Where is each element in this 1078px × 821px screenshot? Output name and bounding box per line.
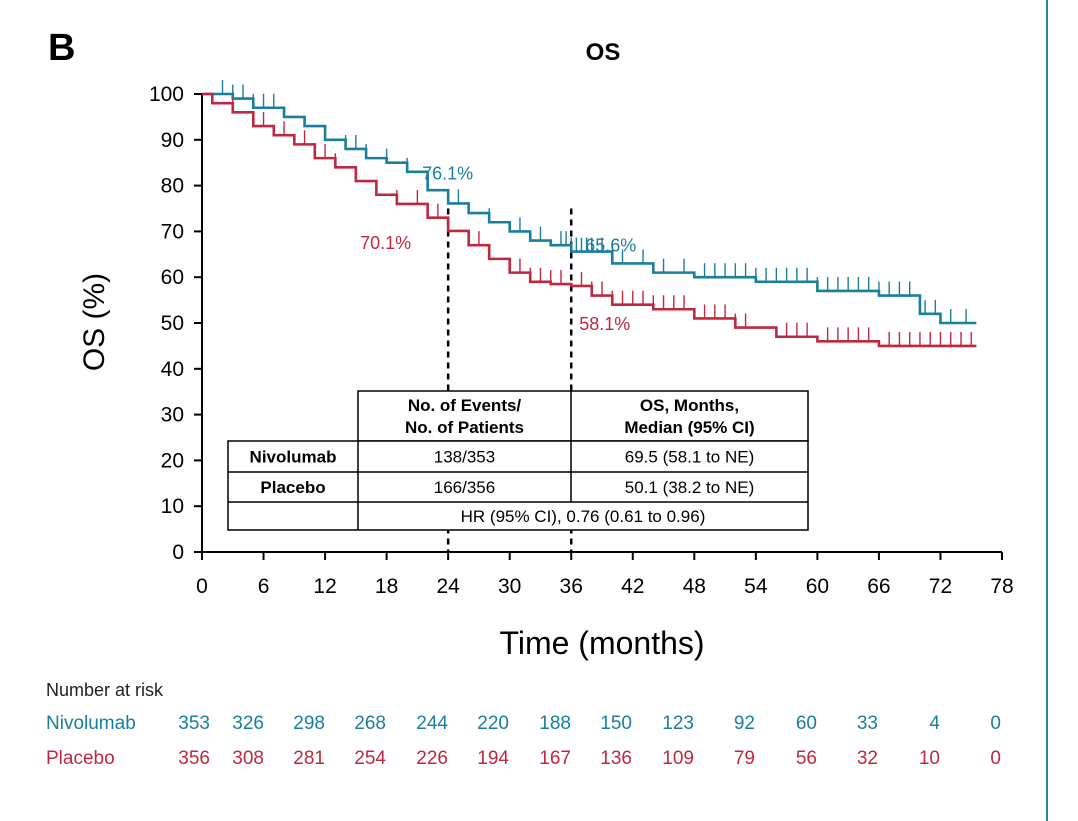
table-cell-median: 69.5 (58.1 to NE) (625, 448, 754, 467)
risk-row-name: Placebo (46, 748, 115, 769)
table-col-header: No. of Events/ (408, 396, 522, 415)
risk-value: 281 (293, 748, 325, 769)
km-curve-placebo (202, 92, 977, 348)
table-cell-median: 50.1 (38.2 to NE) (625, 478, 754, 497)
risk-value: 308 (232, 748, 264, 769)
risk-value: 254 (354, 748, 386, 769)
risk-value: 56 (796, 748, 817, 769)
y-tick-label: 90 (161, 129, 184, 152)
annotation-label: 76.1% (422, 163, 473, 183)
risk-row-name: Nivolumab (46, 713, 136, 734)
risk-value: 0 (990, 748, 1001, 769)
risk-value: 109 (662, 748, 694, 769)
annotation-label: 65.6% (585, 236, 636, 256)
table-row-label: Placebo (260, 478, 325, 497)
table-body-box (227, 440, 809, 531)
x-tick-label: 48 (683, 575, 706, 598)
x-tick-label: 12 (313, 575, 336, 598)
plot-area: 0 6 12 18 24 30 36 42 48 54 60 66 72 7801020304050607… (46, 80, 1014, 769)
risk-value: 298 (293, 713, 325, 734)
table-col-header: Median (95% CI) (624, 418, 754, 437)
y-tick-label: 50 (161, 312, 184, 335)
risk-value: 33 (857, 713, 878, 734)
table-cell-events: 166/356 (434, 478, 495, 497)
x-tick-label: 18 (375, 575, 398, 598)
risk-value: 32 (857, 748, 878, 769)
risk-value: 136 (600, 748, 632, 769)
y-tick-label: 80 (161, 175, 184, 198)
risk-value: 92 (734, 713, 755, 734)
x-tick-label: 78 (990, 575, 1013, 598)
risk-value: 226 (416, 748, 448, 769)
x-tick-label: 72 (929, 575, 952, 598)
risk-value: 167 (539, 748, 571, 769)
y-tick-label: 70 (161, 220, 184, 243)
table-cell-events: 138/353 (434, 448, 495, 467)
x-tick-label: 6 (258, 575, 270, 598)
table-header-box (357, 390, 809, 442)
risk-table-title: Number at risk (46, 680, 164, 700)
table-footer-hr: HR (95% CI), 0.76 (0.61 to 0.96) (461, 507, 706, 526)
y-tick-label: 60 (161, 266, 184, 289)
y-tick-label: 30 (161, 404, 184, 427)
panel-label: B (48, 27, 75, 69)
x-tick-label: 60 (806, 575, 829, 598)
panel-right-border (1046, 0, 1048, 821)
risk-value: 150 (600, 713, 632, 734)
x-tick-label: 54 (744, 575, 768, 598)
chart-title: OS (586, 39, 621, 66)
risk-value: 4 (929, 713, 940, 734)
x-tick-label: 36 (560, 575, 583, 598)
risk-value: 0 (990, 713, 1001, 734)
y-tick-label: 20 (161, 449, 184, 472)
risk-value: 244 (416, 713, 448, 734)
annotation-label: 58.1% (579, 314, 630, 334)
risk-value: 356 (178, 748, 210, 769)
x-axis-label: Time (months) (499, 625, 704, 661)
risk-value: 188 (539, 713, 571, 734)
y-tick-label: 100 (149, 83, 184, 106)
x-tick-label: 24 (436, 575, 460, 598)
risk-value: 123 (662, 713, 694, 734)
y-tick-label: 40 (161, 358, 184, 381)
table-row-label: Nivolumab (250, 448, 337, 467)
risk-value: 353 (178, 713, 210, 734)
x-tick-label: 30 (498, 575, 521, 598)
table-col-header: No. of Patients (405, 418, 524, 437)
risk-value: 326 (232, 713, 264, 734)
km-curve-nivolumab (202, 92, 977, 325)
y-axis-label: OS (%) (78, 273, 111, 371)
risk-value: 10 (919, 748, 940, 769)
risk-value: 220 (477, 713, 509, 734)
risk-value: 60 (796, 713, 817, 734)
risk-value: 194 (477, 748, 509, 769)
risk-value: 79 (734, 748, 755, 769)
y-tick-label: 10 (161, 495, 184, 518)
risk-value: 268 (354, 713, 386, 734)
table-col-header: OS, Months, (640, 396, 739, 415)
x-tick-label: 66 (867, 575, 890, 598)
annotation-label: 70.1% (360, 233, 411, 253)
x-tick-label: 42 (621, 575, 644, 598)
y-tick-label: 0 (172, 541, 184, 564)
x-tick-label: 0 (196, 575, 208, 598)
